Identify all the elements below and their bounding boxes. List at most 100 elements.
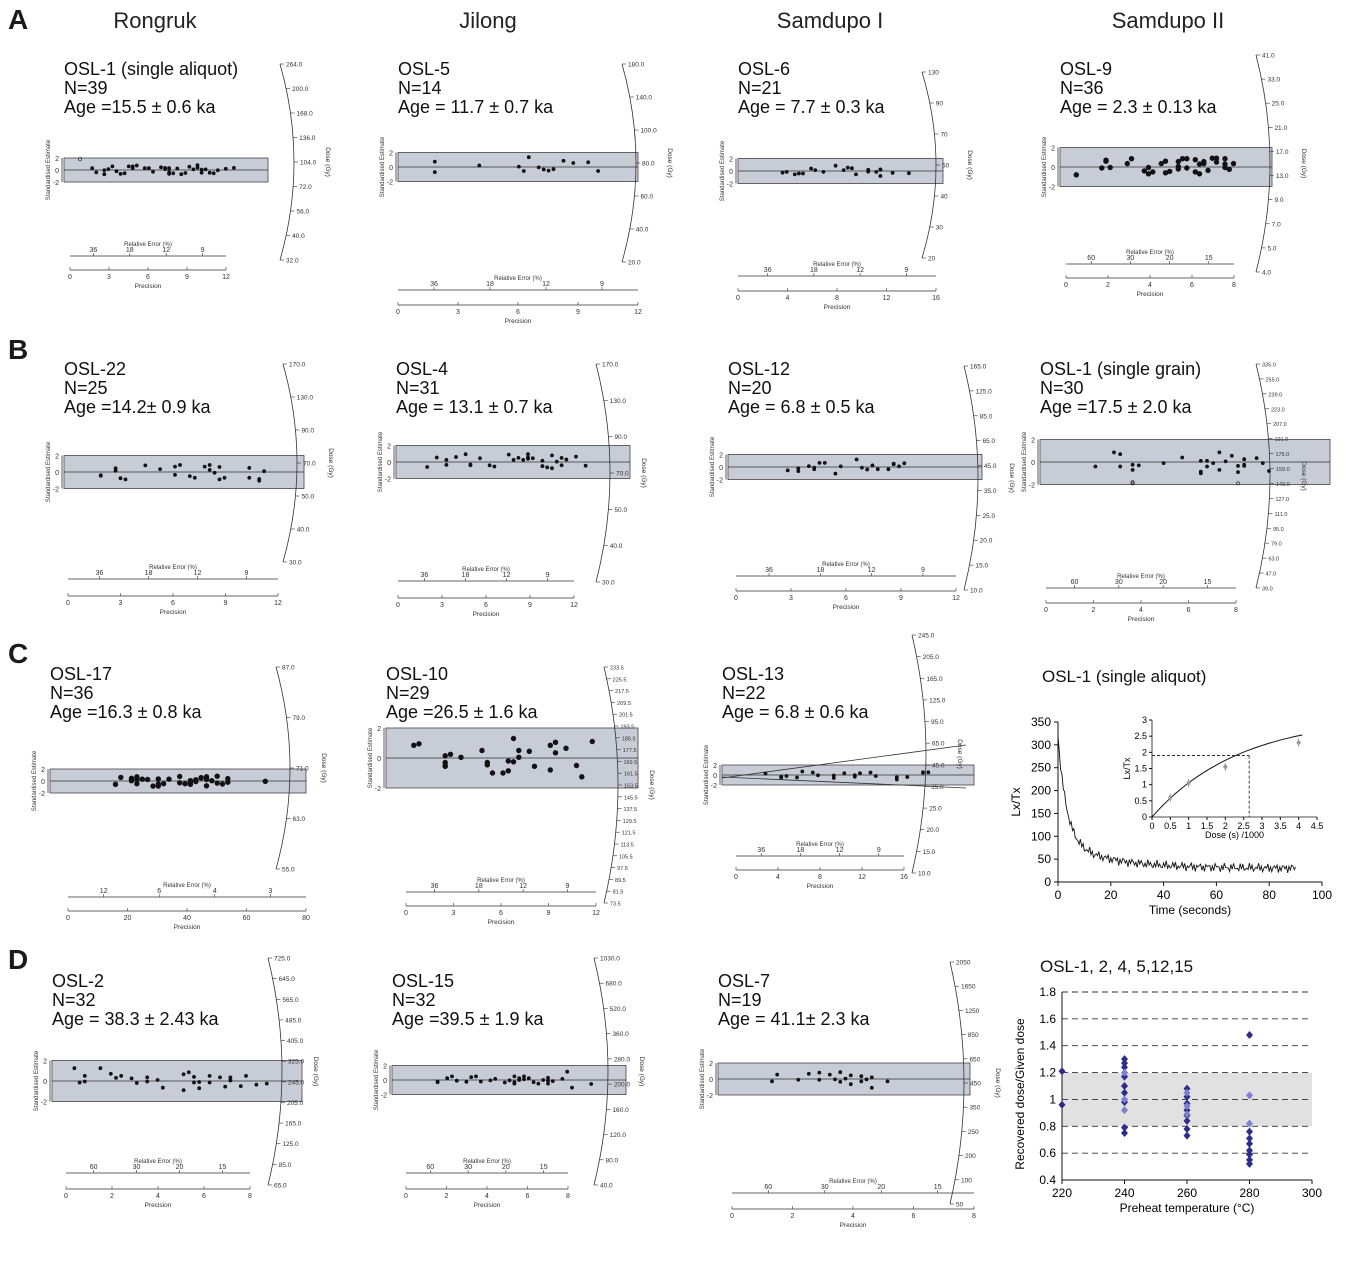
- data-point: [554, 459, 559, 464]
- dose-tick-label: 185.5: [622, 736, 636, 742]
- precision-tick-label: 12: [592, 910, 600, 917]
- data-point: [512, 1080, 517, 1085]
- dose-tick-label: 25.0: [1272, 101, 1285, 108]
- dose-tick-label: 25.0: [929, 806, 942, 813]
- panel-age: Age = 38.3 ± 2.43 ka: [52, 1009, 219, 1029]
- preheat-y-tick-label: 1.8: [1039, 985, 1056, 999]
- decay-x-tick-label: 40: [1157, 888, 1171, 902]
- data-point: [833, 471, 838, 476]
- data-point: [444, 463, 449, 467]
- preheat-point-dark: [1183, 1084, 1191, 1093]
- dose-label: Dose (Gy): [956, 739, 963, 769]
- data-point: [218, 1075, 222, 1080]
- panel-age: Age = 6.8 ± 0.5 ka: [728, 397, 875, 417]
- data-point: [574, 454, 578, 459]
- data-point: [763, 771, 768, 776]
- preheat-point-dark: [1246, 1159, 1253, 1168]
- data-point: [516, 747, 522, 754]
- dose-tick-label: 193.5: [621, 725, 635, 731]
- std-estimate-tick: -2: [1029, 483, 1035, 490]
- preheat-x-tick-label: 220: [1052, 1186, 1072, 1200]
- relative-error-label: Relative Error (%): [163, 883, 211, 889]
- data-point: [478, 456, 482, 461]
- data-point: [1175, 166, 1182, 172]
- relative-error-label: Relative Error (%): [822, 562, 870, 568]
- precision-tick-label: 0: [734, 874, 738, 881]
- relative-error-tick-label: 9: [201, 247, 205, 254]
- inset-y-tick-label: 2: [1142, 747, 1147, 757]
- dose-tick-label: 90.0: [301, 428, 314, 435]
- dose-arc: [1255, 54, 1271, 273]
- relative-error-tick-label: 18: [145, 570, 153, 577]
- relative-error-tick-label: 18: [126, 247, 134, 254]
- panel-n: N=29: [386, 683, 430, 703]
- relative-error-tick-label: 60: [426, 1164, 434, 1171]
- data-point: [187, 474, 192, 479]
- inset-growth-curve: [1151, 734, 1303, 818]
- data-point: [160, 1085, 165, 1090]
- data-point: [1254, 456, 1259, 461]
- relative-error-label: Relative Error (%): [813, 262, 861, 268]
- data-point: [488, 1078, 493, 1083]
- std-estimate-tick: 2: [719, 453, 723, 460]
- inset-x-tick-label: 3.5: [1274, 821, 1287, 831]
- site-title-samdupo-1: Samdupo I: [776, 8, 884, 33]
- data-point: [521, 169, 526, 173]
- relative-error-tick-label: 12: [194, 570, 202, 577]
- precision-tick-label: 9: [576, 309, 580, 316]
- dose-tick-label: 2050: [956, 960, 971, 967]
- precision-tick-label: 80: [302, 915, 310, 922]
- data-point: [858, 771, 862, 776]
- data-point: [484, 762, 491, 768]
- data-point: [546, 1075, 550, 1080]
- std-estimate-tick: 2: [709, 1061, 713, 1068]
- relative-error-tick-label: 15: [1204, 579, 1212, 586]
- data-point: [1180, 455, 1185, 460]
- data-point: [547, 742, 554, 749]
- precision-label: Precision: [488, 919, 515, 926]
- data-point: [838, 1070, 843, 1075]
- data-point: [183, 171, 188, 175]
- std-estimate-tick: 0: [729, 169, 733, 176]
- dose-tick-label: 165.0: [970, 364, 987, 371]
- preheat-point-dark: [1121, 1082, 1128, 1090]
- data-point: [868, 770, 873, 775]
- row-letter-b: B: [8, 334, 29, 365]
- data-point: [257, 477, 262, 481]
- data-point: [507, 1078, 512, 1083]
- panel-title: OSL-6: [738, 59, 791, 79]
- std-estimate-tick: 2: [387, 444, 391, 451]
- dose-tick-label: 201.5: [619, 713, 633, 719]
- precision-tick-label: 0: [404, 910, 408, 917]
- relative-error-tick-label: 36: [764, 267, 772, 274]
- data-point: [885, 1079, 890, 1084]
- data-point: [492, 464, 497, 469]
- data-point: [207, 1080, 212, 1085]
- data-point: [516, 456, 521, 460]
- dose-tick-label: 20.0: [926, 827, 939, 834]
- dose-tick-label: 170.0: [602, 362, 619, 369]
- precision-tick-label: 3: [440, 602, 444, 609]
- decay-x-label: Time (seconds): [1149, 903, 1231, 917]
- std-estimate-tick: 0: [41, 779, 45, 786]
- dose-tick-label: 205.0: [923, 654, 940, 661]
- dose-tick-label: 79.0: [293, 715, 306, 722]
- dose-tick-label: 209.5: [617, 701, 631, 707]
- data-point: [474, 1074, 478, 1079]
- relative-error-label: Relative Error (%): [477, 878, 525, 884]
- dose-tick-label: 50: [942, 163, 950, 170]
- radial-plot-osl-9: OSL-9 N=36 Age = 2.3 ± 0.13 ka 2 0 -2 Stand…: [1042, 53, 1347, 350]
- data-point: [564, 457, 569, 462]
- panel-age: Age = 13.1 ± 0.7 ka: [396, 397, 553, 417]
- dose-label: Dose (Gy): [1300, 149, 1307, 179]
- dose-tick-label: 70: [940, 132, 948, 139]
- data-point: [521, 458, 526, 462]
- preheat-point-light: [1121, 1095, 1128, 1104]
- dose-tick-label: 30: [936, 225, 944, 232]
- data-point: [770, 1079, 774, 1084]
- precision-tick-label: 3: [789, 595, 793, 602]
- dose-tick-label: 127.0: [1275, 497, 1289, 503]
- dose-tick-label: 100.0: [640, 128, 657, 135]
- preheat-point-dark: [1121, 1129, 1128, 1137]
- dose-tick-label: 33.0: [1268, 77, 1281, 84]
